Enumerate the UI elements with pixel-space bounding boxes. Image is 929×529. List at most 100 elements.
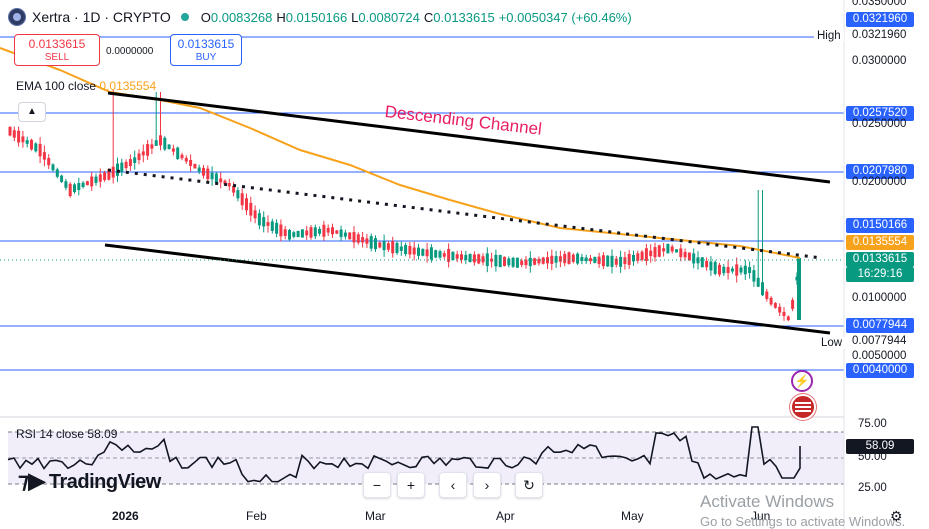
buy-button[interactable]: 0.0133615 BUY xyxy=(170,34,242,66)
candle-body xyxy=(262,217,266,227)
candle-body xyxy=(606,255,610,267)
candle-body xyxy=(550,255,554,264)
candle-body xyxy=(627,253,631,265)
candle-body xyxy=(21,136,25,143)
candle-body xyxy=(352,232,356,243)
candle-body xyxy=(193,163,197,169)
candle-body xyxy=(657,245,661,257)
candle-body xyxy=(30,139,33,150)
spread-value: 0.0000000 xyxy=(106,46,154,57)
candle-body xyxy=(270,221,274,231)
sell-price: 0.0133615 xyxy=(28,37,86,51)
branding-text: TradingView xyxy=(48,471,161,493)
candle-body xyxy=(619,256,623,267)
candle-body xyxy=(567,252,571,264)
candle-body xyxy=(300,229,304,238)
candle-body xyxy=(159,135,162,146)
price-axis-tag: 0.0150166 xyxy=(846,218,914,233)
low-value: 0.0080724 xyxy=(358,9,420,25)
candle-body xyxy=(73,184,76,193)
candle-body xyxy=(348,232,352,240)
candle-body xyxy=(146,144,150,156)
price-axis-tag: 0.0207980 xyxy=(846,164,914,179)
coin-logo-icon xyxy=(8,8,26,26)
scroll-right-button[interactable]: › xyxy=(473,472,501,498)
candle-body xyxy=(554,256,558,263)
close-value: 0.0133615 xyxy=(433,9,495,25)
symbol-title[interactable]: Xertra · 1D · CRYPTO xyxy=(32,9,171,25)
lightning-event-icon[interactable]: ⚡ xyxy=(791,370,813,392)
collapse-legend-icon[interactable]: ▲ xyxy=(18,102,46,122)
candle-body xyxy=(705,260,709,268)
candle-body xyxy=(275,222,279,234)
candle-body xyxy=(214,173,218,183)
candle-body xyxy=(472,254,476,263)
candle-body xyxy=(210,172,214,180)
candle-body xyxy=(726,266,730,274)
change-value: +0.0050347 (+60.46%) xyxy=(498,9,632,25)
candle-body xyxy=(335,230,339,234)
candle-body xyxy=(356,234,360,243)
candle-body xyxy=(51,164,55,171)
candle-body xyxy=(38,143,42,157)
candle-body xyxy=(730,268,734,272)
zoom-out-button[interactable]: − xyxy=(363,472,391,498)
channel-upper-line[interactable] xyxy=(107,91,831,184)
close-key: C xyxy=(423,9,434,25)
candle-body xyxy=(150,144,154,149)
us-flag-event-icon[interactable] xyxy=(790,394,816,420)
tradingview-logo[interactable]: ⁊▶ TradingView xyxy=(18,468,161,494)
time-label-feb: Feb xyxy=(246,509,267,523)
ema-legend[interactable]: EMA 100 close 0.0135554 xyxy=(16,79,156,93)
candle-body xyxy=(236,190,240,199)
sell-button[interactable]: 0.0133615 SELL xyxy=(14,34,100,66)
candle-body xyxy=(709,261,713,271)
windows-activation-title: Activate Windows xyxy=(700,492,835,511)
rsi-line xyxy=(7,426,801,483)
candle-body xyxy=(696,257,700,264)
price-axis-tag: 0.0250000 xyxy=(852,118,907,130)
candle-body xyxy=(653,247,657,258)
candle-body xyxy=(77,183,81,191)
market-status-icon[interactable] xyxy=(180,13,189,21)
candle-body xyxy=(451,251,455,261)
candle-body xyxy=(103,172,107,181)
candle-body xyxy=(17,130,21,143)
zoom-in-button[interactable]: + xyxy=(397,472,425,498)
candle-body xyxy=(494,254,498,267)
candle-body xyxy=(670,246,674,252)
price-axis-tag: 0.0135554 xyxy=(846,235,914,250)
candle-body xyxy=(601,255,605,267)
candle-body xyxy=(154,140,158,146)
high-key: H xyxy=(276,9,286,25)
candle-body xyxy=(137,153,141,161)
candle-body xyxy=(636,253,640,261)
candle-body xyxy=(632,254,635,262)
candle-body xyxy=(245,198,248,211)
rsi-legend[interactable]: RSI 14 close 58.09 xyxy=(16,427,117,441)
candle-body xyxy=(120,162,124,173)
settings-gear-icon[interactable]: ⚙ xyxy=(890,508,903,524)
candle-body xyxy=(331,227,334,235)
candle-body xyxy=(292,232,296,237)
low-label: Low xyxy=(818,337,846,349)
candle-body xyxy=(34,143,38,152)
time-label-apr: Apr xyxy=(496,509,515,523)
scroll-left-button[interactable]: ‹ xyxy=(439,472,467,498)
candle-body xyxy=(675,249,678,253)
candle-body xyxy=(662,248,666,252)
rsi-value-tag: 58.09 xyxy=(846,439,914,454)
rsi-legend-label: RSI 14 close xyxy=(16,427,85,441)
candle-body xyxy=(649,250,653,257)
candle-body xyxy=(782,311,786,317)
candle-body xyxy=(477,254,481,264)
candle-body xyxy=(42,152,46,160)
candle-body xyxy=(171,148,175,152)
candle-body xyxy=(391,241,395,254)
time-label-may: May xyxy=(621,509,644,523)
candle-body xyxy=(528,257,532,267)
reset-chart-button[interactable]: ↻ xyxy=(515,472,543,498)
channel-lower-line[interactable] xyxy=(104,243,831,335)
price-axis-tag: 0.0321960 xyxy=(852,29,907,41)
